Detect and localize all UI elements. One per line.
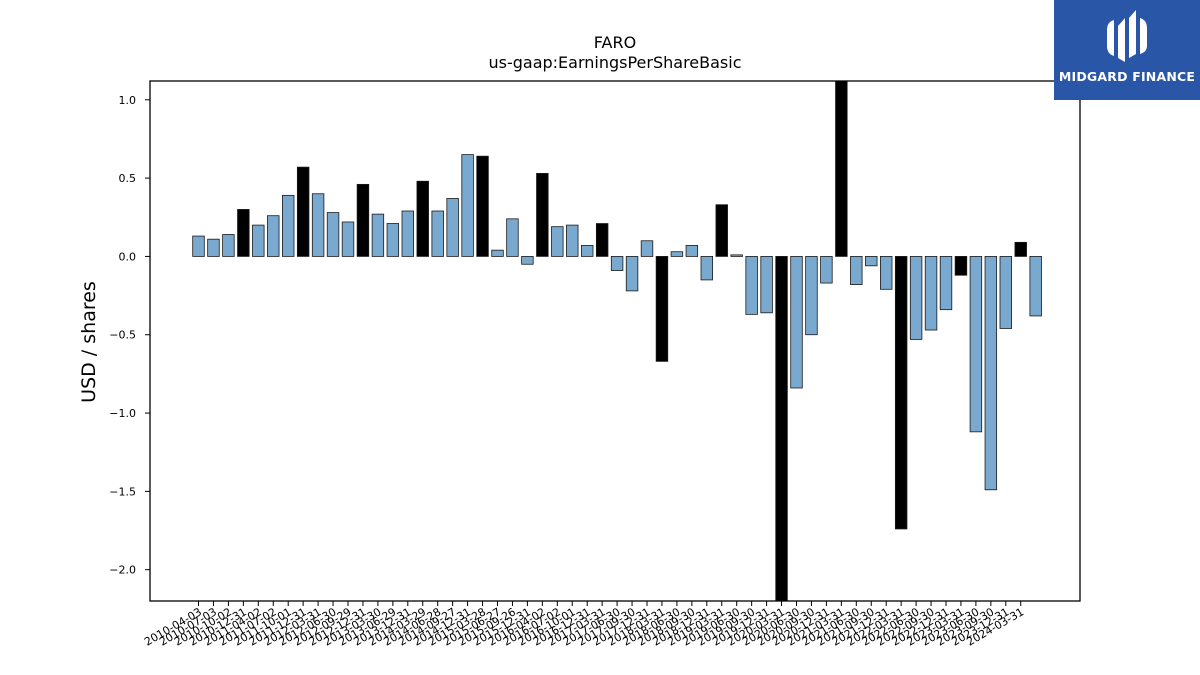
bar-34 <box>700 256 714 281</box>
bar-53 <box>984 256 998 491</box>
bar-43 <box>835 80 848 257</box>
logo-text: MIDGARD FINANCE <box>1058 69 1196 84</box>
bar-29 <box>625 256 639 292</box>
bar-56 <box>1029 256 1042 317</box>
bar-30 <box>640 240 654 257</box>
bar-51 <box>954 256 968 276</box>
y-axis-ticks: 1.0 0.5 0.0 −0.5 −1.0 −1.5 −2.0 <box>109 94 150 577</box>
bar-0 <box>192 235 205 257</box>
bar-14 <box>401 210 415 257</box>
y-tick-label-0: 1.0 <box>119 94 137 107</box>
bar-33 <box>685 245 699 257</box>
x-axis-ticks: 2010-04-032010-07-032010-10-022010-12-31… <box>142 601 1026 649</box>
bar-5 <box>267 215 280 257</box>
y-tick-label-4: −1.0 <box>109 407 136 420</box>
y-tick-label-6: −2.0 <box>109 564 136 577</box>
bar-48 <box>909 256 923 340</box>
company-logo: MIDGARD FINANCE <box>1054 0 1200 100</box>
bar-39 <box>775 256 788 602</box>
bar-46 <box>880 256 893 290</box>
y-tick-label-3: −0.5 <box>109 329 136 342</box>
bar-41 <box>805 256 818 336</box>
y-axis-label: USD / shares <box>78 281 100 403</box>
bar-20 <box>491 249 504 257</box>
bar-37 <box>745 256 758 315</box>
bar-8 <box>311 193 325 257</box>
bar-6 <box>281 194 295 257</box>
bar-31 <box>655 256 669 362</box>
bar-52 <box>969 256 983 433</box>
bar-36 <box>730 254 743 257</box>
bar-35 <box>715 204 728 257</box>
bar-40 <box>790 256 803 389</box>
plot-frame <box>149 80 1081 602</box>
bar-10 <box>341 221 355 257</box>
bar-16 <box>431 210 444 257</box>
bar-15 <box>416 180 429 257</box>
bar-26 <box>581 245 594 257</box>
bar-4 <box>252 224 265 257</box>
bar-42 <box>820 256 833 284</box>
bar-44 <box>850 256 863 286</box>
bar-45 <box>865 256 878 267</box>
chart-title: FARO <box>594 33 636 52</box>
bar-32 <box>670 251 684 257</box>
y-tick-label-2: 0.0 <box>119 250 137 263</box>
bar-13 <box>386 223 400 257</box>
bar-7 <box>296 166 310 257</box>
bar-11 <box>356 183 370 257</box>
midgard-logo-icon <box>1107 10 1147 62</box>
bars-group <box>192 80 1042 602</box>
bar-25 <box>566 224 579 257</box>
bar-21 <box>506 218 519 257</box>
bar-22 <box>521 256 534 265</box>
bar-28 <box>610 256 624 271</box>
bar-3 <box>237 209 250 257</box>
bar-50 <box>939 256 953 311</box>
bar-19 <box>476 155 489 257</box>
bar-1 <box>207 238 220 257</box>
y-tick-label-1: 0.5 <box>119 172 137 185</box>
y-tick-label-5: −1.5 <box>109 485 136 498</box>
bar-38 <box>760 256 773 314</box>
chart-subtitle: us-gaap:EarningsPerShareBasic <box>488 53 741 72</box>
bar-55 <box>1014 241 1027 257</box>
bar-49 <box>924 256 938 331</box>
bar-27 <box>595 223 609 257</box>
bar-47 <box>894 256 908 530</box>
bar-54 <box>999 256 1013 329</box>
bar-24 <box>551 226 564 257</box>
bar-9 <box>326 212 340 257</box>
bar-23 <box>536 173 549 257</box>
bar-12 <box>371 213 385 257</box>
bar-2 <box>222 234 235 257</box>
bar-18 <box>461 154 474 257</box>
bar-17 <box>446 198 459 257</box>
